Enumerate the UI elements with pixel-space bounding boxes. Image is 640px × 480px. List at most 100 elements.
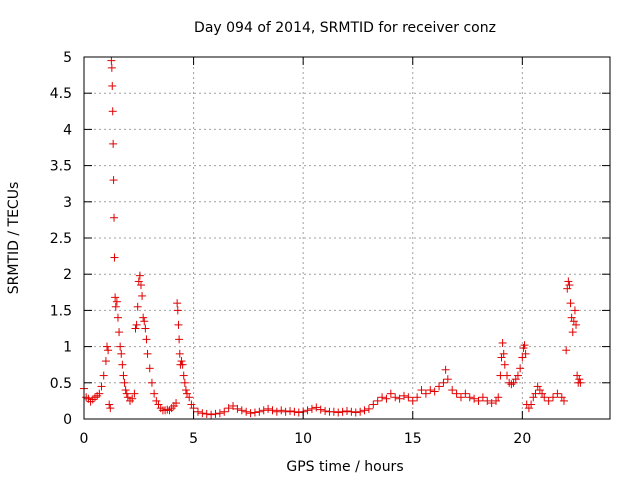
data-point xyxy=(264,404,273,413)
data-point xyxy=(494,393,503,402)
data-point xyxy=(97,382,106,391)
data-point xyxy=(140,317,149,326)
data-point xyxy=(110,253,119,262)
data-point xyxy=(500,360,509,369)
data-point xyxy=(321,407,330,416)
y-tick-label: 0 xyxy=(63,412,72,428)
x-axis-label: GPS time / hours xyxy=(286,459,403,475)
data-point xyxy=(109,139,118,148)
data-point xyxy=(181,386,190,395)
data-point xyxy=(130,389,139,398)
data-point xyxy=(516,364,525,373)
data-point xyxy=(250,408,259,417)
data-point xyxy=(173,299,182,308)
data-point xyxy=(443,375,452,384)
data-point xyxy=(408,396,417,405)
chart-title: Day 094 of 2014, SRMTID for receiver con… xyxy=(194,20,496,36)
data-point xyxy=(502,371,511,380)
data-point xyxy=(316,405,325,414)
data-point xyxy=(141,324,150,333)
data-point xyxy=(106,404,115,413)
data-point xyxy=(294,408,303,417)
data-point xyxy=(290,407,299,416)
data-points xyxy=(80,56,585,419)
data-point xyxy=(426,386,435,395)
data-point xyxy=(452,389,461,398)
data-point xyxy=(441,365,450,374)
data-point xyxy=(116,342,125,351)
data-point xyxy=(465,393,474,402)
data-point xyxy=(233,404,242,413)
x-tick-labels: 0 5 10 15 20 xyxy=(80,431,532,447)
data-point xyxy=(145,364,154,373)
data-point xyxy=(202,409,211,418)
data-point xyxy=(207,410,216,419)
data-point xyxy=(268,406,277,415)
data-point xyxy=(119,371,128,380)
data-point xyxy=(382,394,391,403)
data-point xyxy=(572,320,581,329)
data-point xyxy=(242,407,251,416)
data-point xyxy=(448,386,457,395)
data-point xyxy=(175,349,184,358)
data-point xyxy=(575,375,584,384)
data-point xyxy=(113,313,122,322)
data-point xyxy=(461,389,470,398)
data-point xyxy=(120,378,129,387)
data-point xyxy=(277,406,286,415)
data-point xyxy=(307,404,316,413)
data-point xyxy=(521,349,530,358)
data-point xyxy=(566,299,575,308)
data-point xyxy=(391,393,400,402)
data-point xyxy=(338,407,347,416)
data-point xyxy=(101,357,110,366)
y-tick-label: 1.5 xyxy=(50,303,72,319)
data-point xyxy=(110,213,119,222)
data-point xyxy=(237,406,246,415)
data-point xyxy=(435,382,444,391)
data-point xyxy=(150,389,159,398)
data-point xyxy=(549,393,558,402)
data-point xyxy=(220,407,229,416)
data-point xyxy=(174,320,183,329)
data-point xyxy=(576,378,585,387)
data-point xyxy=(139,313,148,322)
data-point xyxy=(211,409,220,418)
data-point xyxy=(286,407,295,416)
data-point xyxy=(108,107,117,116)
data-point xyxy=(272,407,281,416)
data-point xyxy=(246,409,255,418)
x-tick-label: 15 xyxy=(404,431,422,447)
data-point xyxy=(544,396,553,405)
x-tick-label: 0 xyxy=(80,431,89,447)
data-point xyxy=(109,176,118,185)
data-point xyxy=(395,394,404,403)
data-point xyxy=(138,291,147,300)
data-point xyxy=(177,357,186,366)
data-point xyxy=(559,396,568,405)
data-point xyxy=(135,271,144,280)
data-point xyxy=(413,393,422,402)
data-point xyxy=(499,349,508,358)
data-point xyxy=(136,281,145,290)
data-point xyxy=(215,409,224,418)
data-point xyxy=(175,335,184,344)
data-point xyxy=(564,277,573,286)
data-point xyxy=(107,56,116,65)
data-point xyxy=(132,320,141,329)
data-point xyxy=(329,407,338,416)
data-point xyxy=(430,387,439,396)
data-point xyxy=(399,391,408,400)
data-point xyxy=(347,407,356,416)
data-point xyxy=(527,400,536,409)
data-point xyxy=(378,393,387,402)
data-point xyxy=(115,328,124,337)
data-point xyxy=(131,324,140,333)
y-tick-label: 1 xyxy=(63,340,72,356)
data-point xyxy=(121,386,130,395)
data-point xyxy=(312,403,321,412)
data-point xyxy=(487,399,496,408)
y-axis-label: SRMTID / TECUs xyxy=(6,182,22,295)
axis-ticks xyxy=(83,56,610,420)
